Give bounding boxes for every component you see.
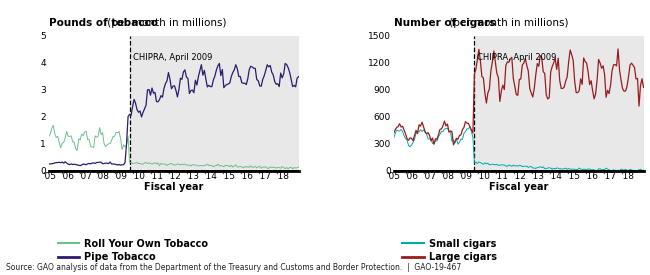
Text: CHIPRA, April 2009: CHIPRA, April 2009 xyxy=(477,53,557,62)
Text: Pounds of tobacco: Pounds of tobacco xyxy=(49,18,158,28)
X-axis label: Fiscal year: Fiscal year xyxy=(144,182,203,192)
Bar xyxy=(129,36,298,170)
X-axis label: Fiscal year: Fiscal year xyxy=(489,182,548,192)
Legend: Small cigars, Large cigars: Small cigars, Large cigars xyxy=(398,235,500,266)
Text: (per month in millions): (per month in millions) xyxy=(446,18,568,28)
Legend: Roll Your Own Tobacco, Pipe Tobacco: Roll Your Own Tobacco, Pipe Tobacco xyxy=(53,235,212,266)
Text: CHIPRA, April 2009: CHIPRA, April 2009 xyxy=(133,53,212,62)
Text: (per month in millions): (per month in millions) xyxy=(104,18,226,28)
Bar xyxy=(474,36,644,170)
Text: Number of cigars: Number of cigars xyxy=(394,18,495,28)
Text: Source: GAO analysis of data from the Department of the Treasury and Customs and: Source: GAO analysis of data from the De… xyxy=(6,263,461,272)
